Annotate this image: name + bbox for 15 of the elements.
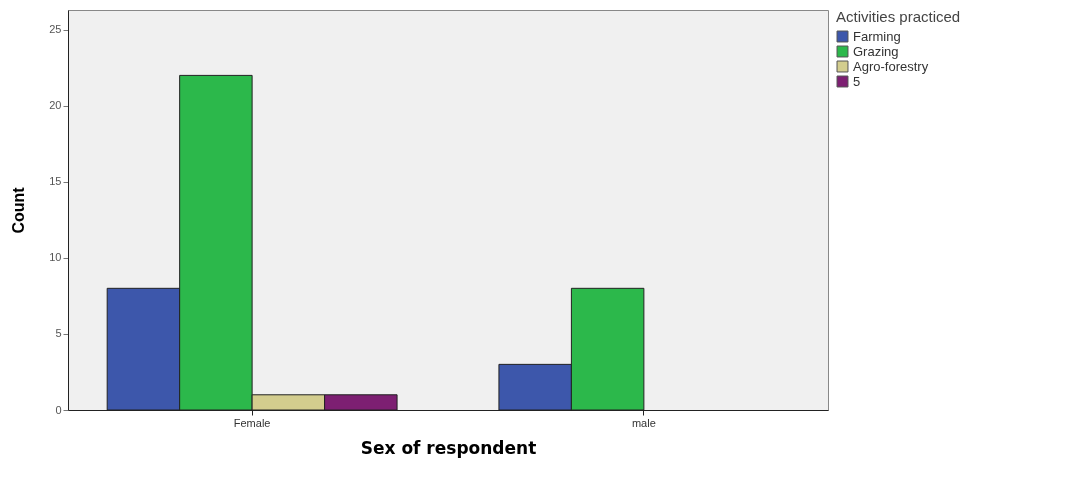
legend-label: Farming [853, 28, 901, 44]
x-tick-label: male [631, 416, 656, 429]
legend-title: Activities practiced [836, 8, 961, 25]
y-tick-label: 20 [49, 99, 62, 112]
y-tick-label: 0 [55, 403, 62, 416]
x-axis-title: Sex of respondent [360, 437, 537, 458]
y-tick-label: 10 [49, 251, 62, 264]
x-tick-label: Female [233, 416, 271, 429]
y-tick-label: 15 [49, 175, 62, 188]
y-axis-title: Count [10, 186, 28, 234]
legend-label: Agro-forestry [853, 58, 929, 74]
y-tick-label: 5 [55, 327, 62, 340]
legend-label: Grazing [853, 43, 899, 59]
y-tick-label: 25 [49, 23, 62, 36]
legend-label: 5 [853, 73, 861, 89]
